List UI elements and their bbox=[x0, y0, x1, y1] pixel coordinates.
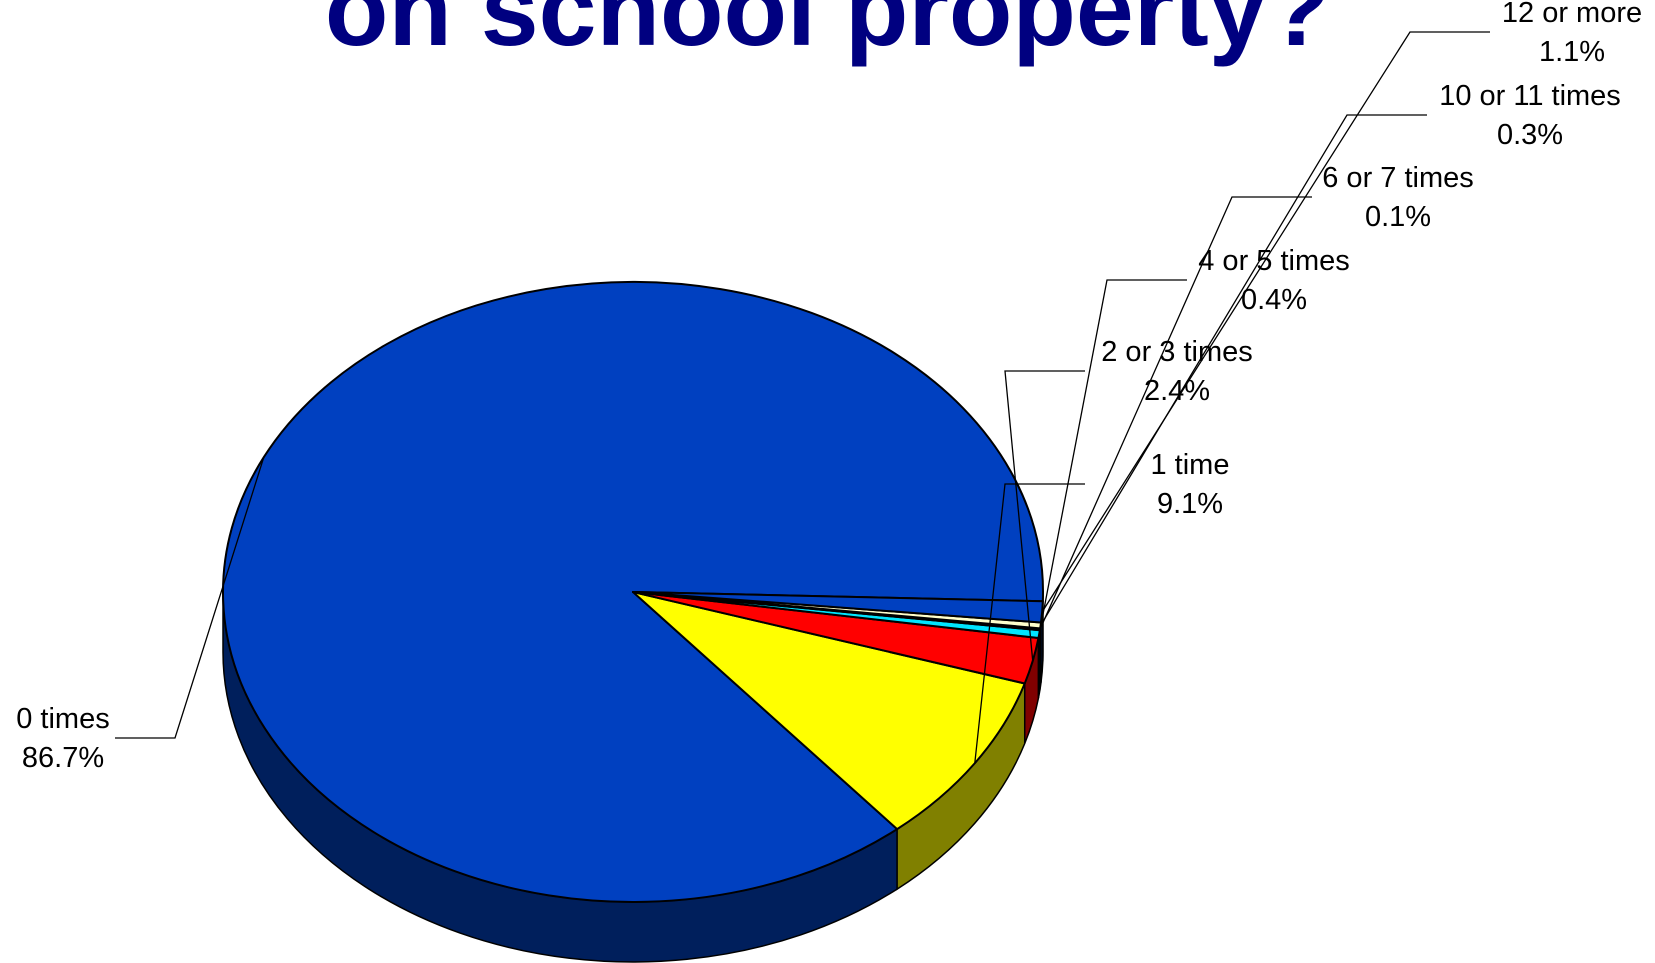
leader-line-layer bbox=[115, 31, 1490, 764]
slice-value-0-times: 86.7% bbox=[22, 742, 104, 774]
slice-label-12-or-more: 12 or more bbox=[1502, 0, 1642, 29]
leader-line-2-or-3-times bbox=[1004, 370, 1085, 661]
slice-value-10-or-11-times: 0.3% bbox=[1497, 119, 1563, 151]
leader-line-1-time bbox=[974, 483, 1085, 764]
slice-label-6-or-7-times: 6 or 7 times bbox=[1322, 162, 1474, 194]
slice-value-2-or-3-times: 2.4% bbox=[1144, 375, 1210, 407]
leader-line-6-or-7-times bbox=[1039, 196, 1312, 630]
slice-label-10-or-11-times: 10 or 11 times bbox=[1439, 80, 1621, 112]
leader-line-10-or-11-times bbox=[1040, 114, 1427, 626]
slice-value-12-or-more: 1.1% bbox=[1539, 36, 1605, 68]
slice-value-4-or-5-times: 0.4% bbox=[1241, 284, 1307, 316]
leader-line-12-or-more bbox=[1041, 31, 1490, 613]
pie-slice-layer bbox=[222, 281, 1044, 903]
slice-label-4-or-5-times: 4 or 5 times bbox=[1198, 245, 1350, 277]
slice-label-0-times: 0 times bbox=[16, 703, 109, 735]
leader-line-4-or-5-times bbox=[1038, 279, 1187, 635]
chart-title: on school property? bbox=[324, 0, 1331, 68]
slice-value-1-time: 9.1% bbox=[1157, 488, 1223, 520]
leader-line-0-times bbox=[115, 456, 265, 739]
slice-label-1-time: 1 time bbox=[1151, 449, 1230, 481]
label-layer: 0 times 86.7% 1 time 9.1% 2 or 3 times 2.4% 4 … bbox=[16, 0, 1642, 774]
slice-label-2-or-3-times: 2 or 3 times bbox=[1101, 336, 1253, 368]
slice-value-6-or-7-times: 0.1% bbox=[1365, 201, 1431, 233]
